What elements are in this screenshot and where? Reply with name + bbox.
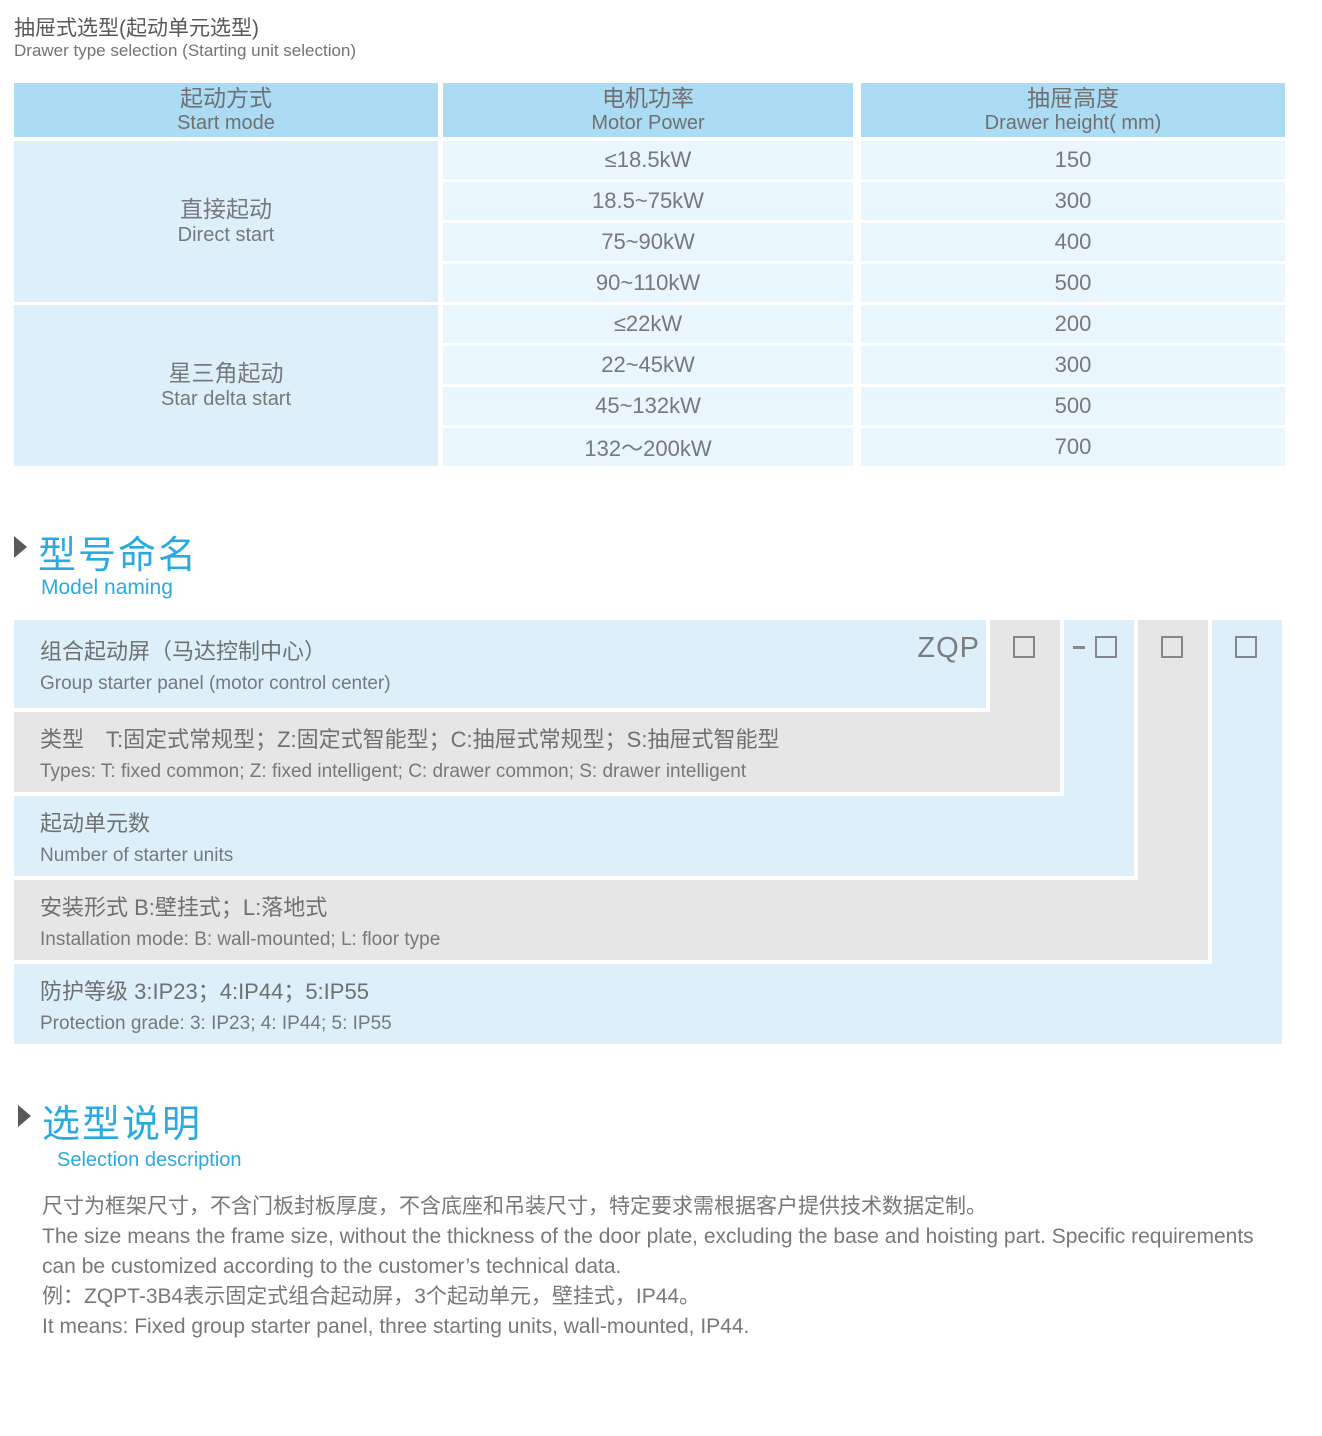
naming-row-protection-grade: 防护等级 3:IP23；4:IP44；5:IP55 Protection gra…	[14, 964, 1282, 1044]
column-header-cn: 电机功率	[602, 84, 694, 111]
table-header-row: 起动方式 Start mode 电机功率 Motor Power 抽屉高度 Dr…	[14, 83, 1285, 137]
column-header-drawer-height: 抽屉高度 Drawer height( mm)	[861, 83, 1285, 137]
power-cell: 90~110kW	[443, 264, 853, 302]
column-header-en: Start mode	[177, 111, 275, 134]
naming-row-cn: 安装形式 B:壁挂式；L:落地式	[40, 894, 328, 920]
selection-description-heading-en: Selection description	[57, 1149, 242, 1171]
naming-row-group-starter-panel: 组合起动屏（马达控制中心） Group starter panel (motor…	[14, 620, 986, 708]
selection-description-body: 尺寸为框架尺寸，不含门板封板厚度，不含底座和吊装尺寸，特定要求需根据客户提供技术…	[42, 1192, 1292, 1342]
mode-label-en: Star delta start	[160, 388, 292, 411]
description-line-en: The size means the frame size, without t…	[42, 1225, 1254, 1278]
model-naming-heading-en: Model naming	[41, 576, 173, 599]
naming-row-starter-units: 起动单元数 Number of starter units	[14, 796, 1134, 876]
mode-cell-star-delta-start: 星三角起动 Star delta start	[14, 305, 438, 466]
column-header-en: Drawer height( mm)	[984, 111, 1162, 134]
code-placeholder-box	[1235, 636, 1257, 658]
code-placeholder-box	[1013, 636, 1035, 658]
code-stripe-installation	[1138, 620, 1208, 960]
naming-row-cn: 组合起动屏（马达控制中心）	[40, 638, 327, 664]
column-header-motor-power: 电机功率 Motor Power	[443, 83, 853, 137]
naming-row-cn: 防护等级 3:IP23；4:IP44；5:IP55	[40, 978, 369, 1004]
mode-cell-direct-start: 直接起动 Direct start	[14, 141, 438, 302]
height-cell: 300	[861, 346, 1285, 384]
naming-row-cn: 类型 T:固定式常规型；Z:固定式智能型；C:抽屉式常规型；S:抽屉式智能型	[40, 726, 780, 752]
model-naming-heading-cn: 型号命名	[38, 535, 199, 577]
height-cell: 500	[861, 387, 1285, 425]
model-naming-diagram: 组合起动屏（马达控制中心） Group starter panel (motor…	[14, 620, 1287, 1044]
naming-row-en: Types: T: fixed common; Z: fixed intelli…	[40, 760, 747, 782]
naming-row-en: Number of starter units	[40, 844, 234, 866]
code-placeholder-box	[1161, 636, 1183, 658]
drawer-height-column: 150 300 400 500 200 300 500 700	[861, 141, 1285, 466]
code-stripe-protection	[1212, 620, 1282, 1044]
height-cell: 400	[861, 223, 1285, 261]
height-cell: 500	[861, 264, 1285, 302]
column-header-start-mode: 起动方式 Start mode	[14, 83, 438, 137]
start-mode-column: 直接起动 Direct start 星三角起动 Star delta start	[14, 141, 438, 466]
power-cell: 18.5~75kW	[443, 182, 853, 220]
code-placeholder-box	[1095, 636, 1117, 658]
height-cell: 200	[861, 305, 1285, 343]
code-stripe-units	[1064, 620, 1134, 876]
table-body: 直接起动 Direct start 星三角起动 Star delta start…	[14, 141, 1285, 466]
motor-power-column: ≤18.5kW 18.5~75kW 75~90kW 90~110kW ≤22kW…	[443, 141, 853, 466]
section-arrow-icon	[14, 536, 27, 558]
height-cell: 700	[861, 428, 1285, 466]
column-header-cn: 起动方式	[180, 84, 272, 111]
naming-row-cn: 起动单元数	[40, 810, 151, 836]
code-stripe-type	[990, 620, 1060, 792]
power-cell: ≤22kW	[443, 305, 853, 343]
power-cell: 75~90kW	[443, 223, 853, 261]
column-header-cn: 抽屉高度	[1027, 84, 1119, 111]
height-cell: 150	[861, 141, 1285, 179]
naming-row-en: Installation mode: B: wall-mounted; L: f…	[40, 928, 441, 950]
naming-row-en: Group starter panel (motor control cente…	[40, 672, 391, 694]
mode-label-en: Direct start	[177, 224, 275, 247]
section-arrow-icon	[18, 1105, 31, 1127]
mode-label-cn: 星三角起动	[168, 359, 284, 386]
example-line-en: It means: Fixed group starter panel, thr…	[42, 1315, 750, 1338]
page-title: 抽屉式选型(起动单元选型)	[14, 17, 259, 40]
model-prefix-label: ZQP	[917, 632, 980, 664]
naming-row-installation-mode: 安装形式 B:壁挂式；L:落地式 Installation mode: B: w…	[14, 880, 1208, 960]
power-cell: 45~132kW	[443, 387, 853, 425]
example-line-cn: 例：ZQPT-3B4表示固定式组合起动屏，3个起动单元，壁挂式，IP44。	[42, 1285, 701, 1308]
drawer-selection-table: 起动方式 Start mode 电机功率 Motor Power 抽屉高度 Dr…	[14, 83, 1285, 466]
selection-description-heading-cn: 选型说明	[42, 1104, 203, 1146]
page-subtitle: Drawer type selection (Starting unit sel…	[14, 41, 357, 60]
power-cell: 22~45kW	[443, 346, 853, 384]
column-header-en: Motor Power	[591, 111, 705, 134]
height-cell: 300	[861, 182, 1285, 220]
naming-row-en: Protection grade: 3: IP23; 4: IP44; 5: I…	[40, 1012, 392, 1034]
naming-row-types: 类型 T:固定式常规型；Z:固定式智能型；C:抽屉式常规型；S:抽屉式智能型 T…	[14, 712, 1060, 792]
description-line-cn: 尺寸为框架尺寸，不含门板封板厚度，不含底座和吊装尺寸，特定要求需根据客户提供技术…	[42, 1195, 987, 1218]
dash-icon	[1073, 646, 1085, 649]
power-cell: ≤18.5kW	[443, 141, 853, 179]
power-cell: 132～200kW	[443, 428, 853, 466]
mode-label-cn: 直接起动	[180, 195, 272, 222]
